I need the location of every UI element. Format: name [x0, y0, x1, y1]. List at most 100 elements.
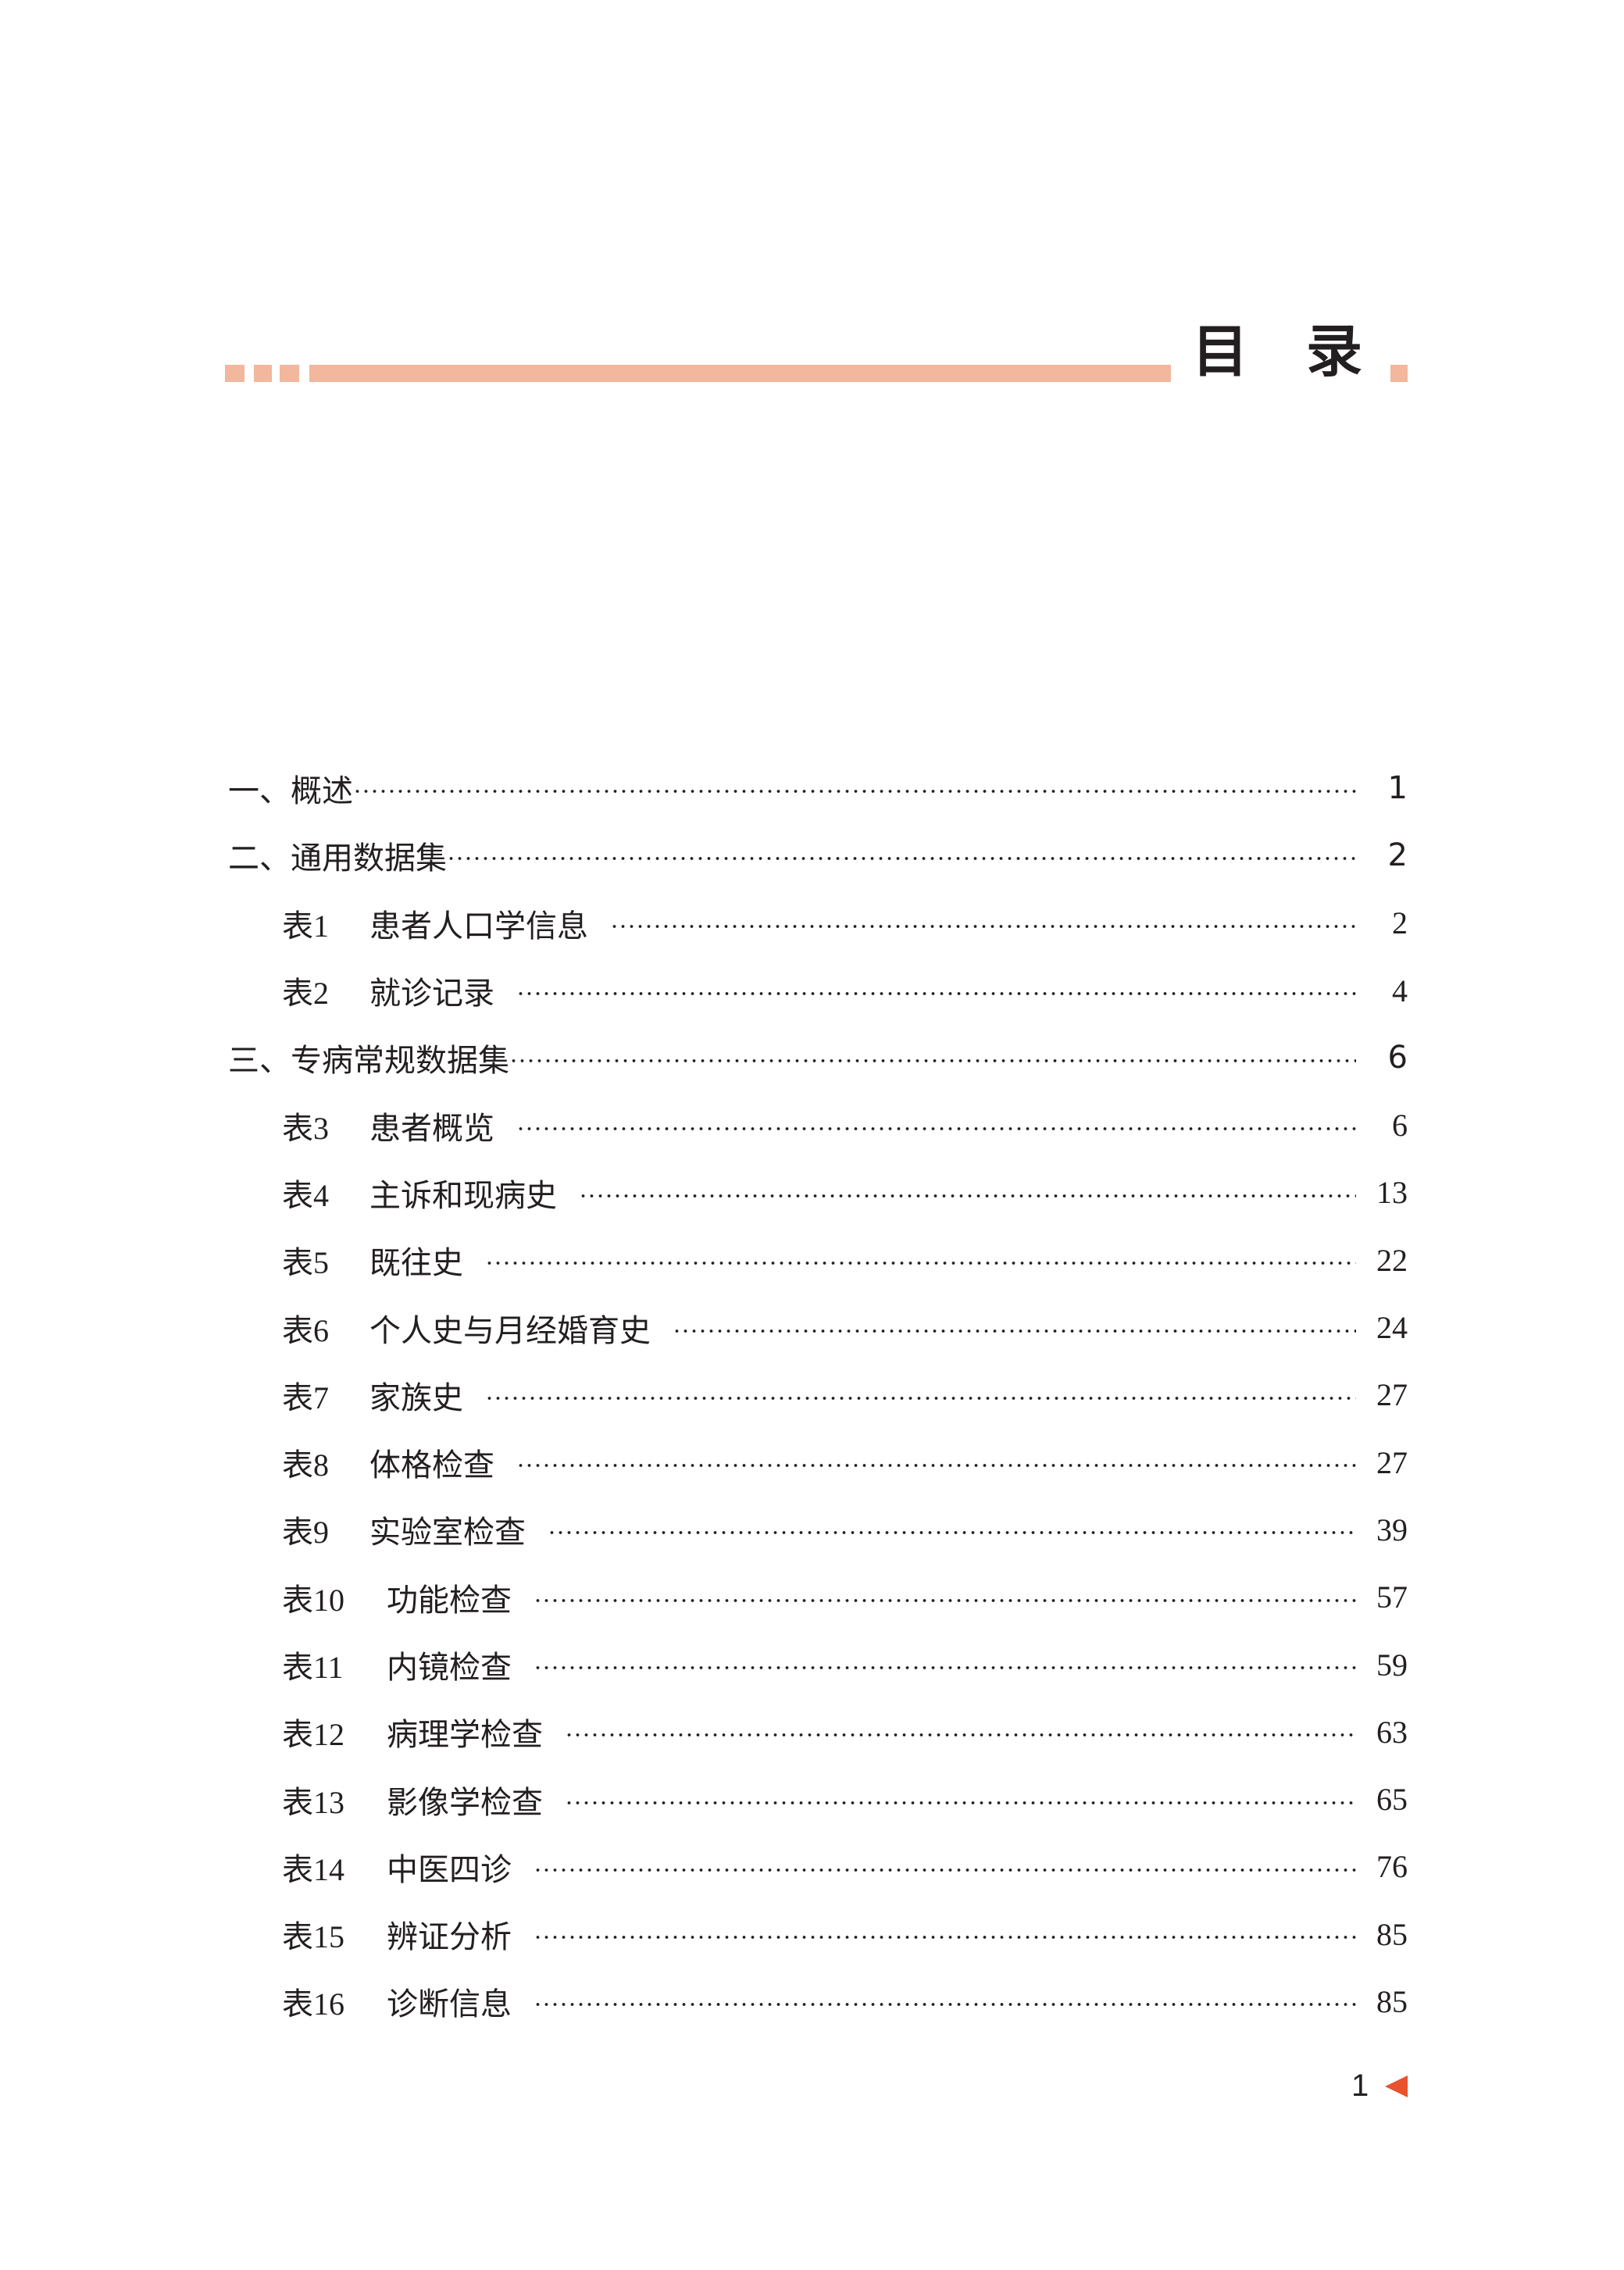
toc-entry[interactable]: 表8 体格检查 27 [228, 1429, 1408, 1496]
toc-entry-label: 体格检查 [369, 1447, 494, 1483]
toc-entry-label: 主诉和现病史 [369, 1177, 557, 1213]
toc-entry-number: 表1 [282, 908, 329, 944]
toc-entry[interactable]: 表2 就诊记录 4 [228, 957, 1408, 1024]
toc-entry[interactable]: 表3 患者概览 6 [228, 1091, 1408, 1158]
toc-entry-number: 表14 [282, 1851, 344, 1887]
toc-entry-page: 22 [1376, 1242, 1408, 1278]
toc-entry-number: 表15 [282, 1919, 344, 1955]
toc-entry-page: 76 [1376, 1849, 1408, 1885]
toc-entry-page: 6 [1387, 1040, 1408, 1076]
toc-entry-label: 内镜检查 [387, 1650, 512, 1685]
toc-entry-number: 表5 [282, 1245, 329, 1281]
table-of-contents: 一、概述 1 二、通用数据集 2 表1 患者人口学信息 2 表2 就诊记录 4 三、专病常规数据集 6… [228, 755, 1408, 2036]
toc-entry[interactable]: 二、通用数据集 2 [228, 822, 1408, 889]
dot-leader [534, 2002, 1356, 2008]
dot-leader [565, 1733, 1356, 1738]
toc-entry-page: 1 [1387, 770, 1408, 807]
toc-entry-label: 患者人口学信息 [369, 908, 588, 944]
toc-entry[interactable]: 表9 实验室检查 39 [228, 1496, 1408, 1563]
dot-leader [447, 856, 1356, 862]
toc-entry-page: 27 [1376, 1444, 1408, 1480]
dot-leader [516, 991, 1356, 997]
toc-entry[interactable]: 表11 内镜检查 59 [228, 1631, 1408, 1698]
toc-entry-number: 表16 [282, 1986, 344, 2022]
header-square-3 [280, 365, 299, 382]
toc-entry-label: 辨证分析 [387, 1919, 512, 1955]
dot-leader [534, 1597, 1356, 1603]
toc-entry-number: 表2 [282, 976, 329, 1012]
toc-entry-page: 85 [1376, 1916, 1408, 1952]
toc-entry-label: 诊断信息 [387, 1986, 512, 2022]
toc-entry[interactable]: 一、概述 1 [228, 755, 1408, 822]
dot-leader [534, 1935, 1356, 1940]
toc-entry-label: 家族史 [369, 1379, 463, 1415]
toc-entry-label: 既往史 [369, 1245, 463, 1281]
toc-entry-page: 65 [1376, 1782, 1408, 1818]
dot-leader [485, 1395, 1356, 1401]
dot-leader [485, 1261, 1356, 1266]
dot-leader [579, 1193, 1356, 1198]
toc-entry[interactable]: 表12 病理学检查 63 [228, 1698, 1408, 1765]
toc-entry-number: 表11 [282, 1650, 344, 1685]
toc-entry-page: 59 [1376, 1647, 1408, 1683]
toc-entry-page: 63 [1376, 1714, 1408, 1750]
toc-entry-label: 功能检查 [387, 1582, 512, 1618]
toc-entry-label: 三、专病常规数据集 [228, 1043, 509, 1080]
dot-leader [353, 789, 1356, 794]
toc-entry-label: 病理学检查 [387, 1717, 543, 1753]
dot-leader [516, 1463, 1356, 1469]
dot-leader [548, 1530, 1356, 1536]
dot-leader [565, 1800, 1356, 1805]
toc-entry-number: 表9 [282, 1515, 329, 1551]
toc-entry[interactable]: 表7 家族史 27 [228, 1362, 1408, 1429]
toc-entry-label: 实验室检查 [369, 1515, 526, 1551]
header-end-square [1390, 365, 1408, 382]
toc-entry-number: 表6 [282, 1312, 329, 1348]
toc-entry-page: 85 [1376, 1983, 1408, 2019]
dot-leader [534, 1867, 1356, 1872]
triangle-left-icon [1385, 2075, 1408, 2097]
header-square-1 [225, 365, 244, 382]
toc-entry[interactable]: 表13 影像学检查 65 [228, 1765, 1408, 1833]
toc-entry-number: 表13 [282, 1784, 344, 1820]
toc-entry-label: 一、概述 [228, 773, 353, 810]
toc-entry-label: 影像学检查 [387, 1784, 543, 1820]
toc-entry-page: 2 [1387, 837, 1408, 874]
page-number: 1 [1351, 2068, 1369, 2103]
toc-entry-number: 表4 [282, 1177, 329, 1213]
toc-entry-page: 57 [1376, 1579, 1408, 1615]
toc-entry[interactable]: 表14 中医四诊 76 [228, 1833, 1408, 1901]
toc-entry-number: 表3 [282, 1110, 329, 1146]
header-square-2 [254, 365, 272, 382]
page-title-char-2: 录 [1306, 318, 1363, 384]
toc-entry-page: 39 [1376, 1512, 1408, 1547]
dot-leader [534, 1665, 1356, 1670]
toc-entry-number: 表12 [282, 1717, 344, 1753]
toc-entry-page: 4 [1392, 973, 1408, 1008]
dot-leader [516, 1126, 1356, 1131]
toc-entry-label: 就诊记录 [369, 976, 494, 1012]
toc-entry-label: 二、通用数据集 [228, 841, 447, 877]
toc-entry-page: 6 [1392, 1108, 1408, 1144]
toc-entry-number: 表8 [282, 1447, 329, 1483]
toc-entry-number: 表7 [282, 1379, 329, 1415]
toc-entry[interactable]: 表5 既往史 22 [228, 1226, 1408, 1294]
dot-leader [509, 1058, 1356, 1064]
toc-entry[interactable]: 表4 主诉和现病史 13 [228, 1159, 1408, 1226]
page-title-char-1: 目 [1192, 318, 1249, 384]
toc-entry[interactable]: 表6 个人史与月经婚育史 24 [228, 1294, 1408, 1361]
toc-entry[interactable]: 表15 辨证分析 85 [228, 1901, 1408, 1968]
toc-entry-page: 13 [1376, 1175, 1408, 1211]
toc-entry[interactable]: 三、专病常规数据集 6 [228, 1024, 1408, 1091]
toc-entry[interactable]: 表10 功能检查 57 [228, 1564, 1408, 1631]
toc-entry-page: 24 [1376, 1310, 1408, 1346]
toc-entry-label: 个人史与月经婚育史 [369, 1312, 651, 1348]
toc-entry[interactable]: 表1 患者人口学信息 2 [228, 890, 1408, 957]
toc-entry-label: 患者概览 [369, 1110, 494, 1146]
dot-leader [673, 1328, 1356, 1333]
toc-entry-page: 2 [1392, 905, 1408, 941]
toc-entry-label: 中医四诊 [387, 1851, 512, 1887]
toc-entry-number: 表10 [282, 1582, 344, 1618]
dot-leader [610, 923, 1356, 929]
toc-entry[interactable]: 表16 诊断信息 85 [228, 1968, 1408, 2035]
